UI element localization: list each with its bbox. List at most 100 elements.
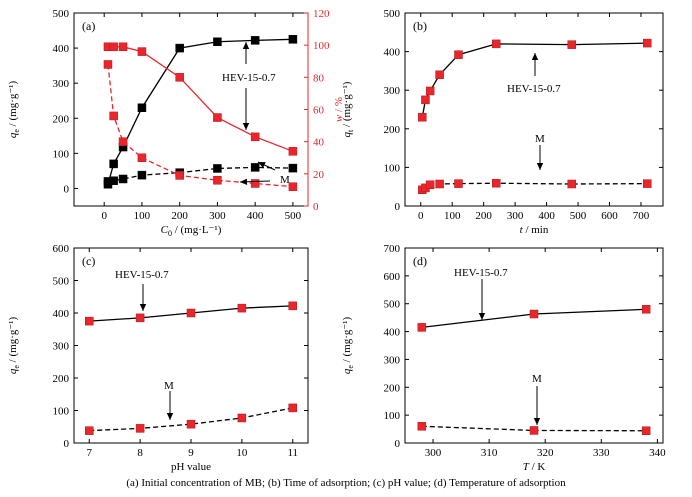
series-line xyxy=(107,166,293,183)
panel-label: (b) xyxy=(413,19,427,33)
y-tick-label: 700 xyxy=(384,243,401,255)
x-tick-label: 7 xyxy=(87,447,93,459)
data-point xyxy=(641,305,651,314)
y-tick-label: 600 xyxy=(53,243,70,255)
x-tick-label: 320 xyxy=(537,447,554,459)
data-point xyxy=(213,164,222,173)
y-tick-label: 500 xyxy=(53,276,70,288)
x-axis-label: pH value xyxy=(171,461,211,473)
annotation-label: HEV-15-0.7 xyxy=(507,83,561,95)
data-point xyxy=(175,73,184,82)
data-point xyxy=(135,424,145,433)
y-tick-label: 300 xyxy=(384,354,401,366)
data-point xyxy=(288,147,298,156)
y-tick-label: 100 xyxy=(384,162,401,174)
plot-frame xyxy=(73,247,309,444)
x-tick-label: 9 xyxy=(188,447,194,459)
annotation-arrow-head xyxy=(242,42,250,49)
data-point xyxy=(425,86,435,96)
annotation-arrow-head xyxy=(240,178,248,185)
annotation-label: HEV-15-0.7 xyxy=(454,267,508,279)
y2-tick-label: 100 xyxy=(313,40,330,52)
annotation-arrow-head xyxy=(533,418,541,425)
data-point xyxy=(435,70,444,80)
y2-tick-label: 120 xyxy=(313,8,330,20)
y-tick-label: 300 xyxy=(384,85,401,97)
data-point xyxy=(103,60,113,69)
data-point xyxy=(213,176,222,185)
chart-panel-1: 0 100 200 300 400 500 0 100 200 300 400 500 0 20 40 60 8… xyxy=(7,8,345,238)
chart-panel-3: 7 8 9 10 11 0 100 200 300 400 500 600 pH value qe / (… xyxy=(7,243,309,473)
annotation-label: HEV-15-0.7 xyxy=(115,269,169,281)
x-tick-label: 11 xyxy=(287,447,298,459)
data-point xyxy=(425,180,435,190)
y2-tick-label: 0 xyxy=(313,201,319,213)
data-point xyxy=(237,413,247,423)
data-point xyxy=(288,301,297,311)
data-point xyxy=(288,182,298,191)
y-tick-label: 100 xyxy=(53,148,70,160)
figure-canvas: 0 100 200 300 400 500010020030040050002040608… xyxy=(7,8,666,473)
x-tick-label: 300 xyxy=(507,210,524,222)
panel-label: (c) xyxy=(82,254,95,268)
annotation-arrow-head xyxy=(242,123,250,130)
y-tick-label: 200 xyxy=(384,382,401,394)
series-line xyxy=(89,407,293,432)
data-point xyxy=(288,163,298,173)
y-tick-label: 500 xyxy=(384,299,401,311)
x-axis-label: C0 / (mg·L⁻¹) xyxy=(161,224,222,238)
data-point xyxy=(417,323,427,332)
annotation-arrow-head xyxy=(258,162,266,168)
x-tick-label: 340 xyxy=(649,447,666,459)
annotation-label: HEV-15-0.7 xyxy=(222,72,276,84)
annotation-arrow-head xyxy=(536,163,544,170)
y-axis-label: qe / (mg·g⁻¹) xyxy=(341,317,355,375)
x-axis-label: T / K xyxy=(523,461,546,473)
data-point xyxy=(137,170,147,180)
data-point xyxy=(137,47,147,56)
data-point xyxy=(435,179,444,189)
x-tick-label: 0 xyxy=(101,210,107,222)
y-tick-label: 0 xyxy=(64,438,70,450)
y-tick-label: 100 xyxy=(53,406,70,418)
y-tick-label: 500 xyxy=(53,8,70,20)
y2-tick-label: 20 xyxy=(313,169,325,181)
y-axis-label: qe / (mg·g⁻¹) xyxy=(7,81,21,139)
plot-frame xyxy=(404,12,664,207)
series-line xyxy=(107,64,293,188)
panel-label: (a) xyxy=(82,19,95,33)
data-point xyxy=(641,426,651,435)
x-tick-label: 600 xyxy=(601,210,618,222)
annotation-arrow-head xyxy=(166,413,174,420)
x-tick-label: 100 xyxy=(134,210,151,222)
y-tick-label: 400 xyxy=(384,327,401,339)
data-point xyxy=(186,308,196,318)
data-point xyxy=(643,179,652,188)
plot-frame xyxy=(404,247,664,444)
x-tick-label: 700 xyxy=(633,210,650,222)
y2-tick-label: 60 xyxy=(313,105,325,117)
figure-caption: (a) Initial concentration of MB; (b) Tim… xyxy=(126,477,566,489)
y-tick-label: 400 xyxy=(53,43,70,55)
data-point xyxy=(109,42,118,52)
data-point xyxy=(643,38,652,48)
x-tick-label: 300 xyxy=(209,210,226,222)
data-point xyxy=(250,36,260,45)
data-point xyxy=(137,153,147,162)
x-tick-label: 400 xyxy=(247,210,264,222)
y-tick-label: 0 xyxy=(395,438,401,450)
y2-tick-label: 80 xyxy=(313,72,325,84)
data-point xyxy=(491,178,501,188)
data-point xyxy=(454,179,463,188)
data-point xyxy=(250,132,260,142)
data-point xyxy=(529,309,539,319)
x-tick-label: 300 xyxy=(425,447,442,459)
x-tick-label: 500 xyxy=(570,210,587,222)
data-point xyxy=(250,163,260,172)
y-axis-label: qt / (mg·g⁻¹) xyxy=(341,81,355,137)
x-tick-label: 500 xyxy=(285,210,302,222)
data-point xyxy=(109,159,118,169)
data-point xyxy=(109,111,118,121)
annotation-arrow-head xyxy=(139,304,147,311)
y-tick-label: 400 xyxy=(384,47,401,59)
